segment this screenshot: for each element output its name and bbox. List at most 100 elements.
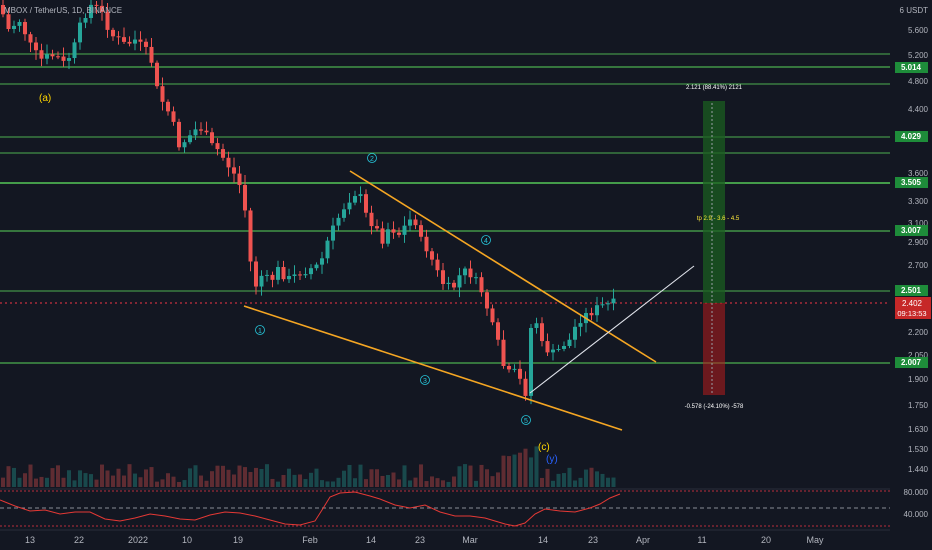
volume-bar [292,474,297,487]
volume-bar [518,452,522,487]
price-tick: 2.700 [908,261,929,270]
candle-body [193,129,198,136]
stop-zone [703,303,725,395]
wave-y-label: (y) [546,454,558,465]
wave-4-marker: 4 [481,235,491,245]
time-label: 14 [366,535,376,545]
candle-body [303,274,308,276]
tp-label: tp 2.9 - 3.6 - 4.5 [697,216,740,222]
volume-bar [160,479,165,487]
volume-bar [149,467,154,487]
volume-bar [105,470,110,487]
volume-bar [523,448,528,487]
time-axis[interactable]: 13 22 2022 10 19 Feb 14 23 Mar 14 23 Apr… [0,529,890,545]
candle-body [259,275,264,287]
candle-body [105,11,110,30]
svg-text:4.029: 4.029 [901,132,922,141]
volume-bar [254,467,258,487]
price-tick: 5.200 [908,51,929,60]
candle-body [270,274,275,280]
volume-bar [386,474,390,487]
price-tick: 3.100 [908,219,929,228]
candle-body [408,219,412,226]
volume-bar [237,465,242,487]
candle-body [611,298,616,304]
volume-series [1,446,616,487]
volume-bar [611,477,616,487]
volume-bar [248,472,253,487]
candle-body [358,194,363,197]
volume-bar [485,469,489,487]
volume-bar [45,477,49,487]
candle-body [34,42,38,51]
volume-bar [111,475,115,487]
upper-wedge-trendline[interactable] [349,170,657,363]
candle-body [100,5,104,12]
candle-body [452,282,456,288]
volume-bar [479,464,484,487]
target-label: 2.121 (88.41%) 2121 [686,85,743,91]
volume-bar [23,473,27,487]
candle-body [468,268,473,278]
volume-bar [298,474,302,487]
volume-bar [468,465,473,487]
candle-body [276,267,280,280]
candle-body [534,323,539,328]
candle-body [127,41,132,44]
price-tick: 2.900 [908,238,929,247]
volume-bar [336,477,341,487]
time-label: 2022 [128,535,148,545]
volume-bar [17,477,22,487]
time-label: 19 [233,535,243,545]
candle-body [490,308,495,323]
candle-body [320,258,324,265]
volume-bar [204,480,209,487]
candle-body [413,219,418,226]
volume-bar [303,479,308,487]
candle-body [94,4,99,6]
volume-bar [28,464,33,487]
trendlines[interactable] [243,170,695,431]
svg-text:2.007: 2.007 [901,358,922,367]
wave-5-marker: 5 [521,415,531,425]
volume-bar [314,468,319,487]
candle-body [309,268,313,275]
candle-body [380,228,385,244]
volume-bar [281,474,286,487]
volume-bar [452,476,456,487]
candle-body [155,62,159,87]
long-position-tool[interactable] [703,101,725,395]
volume-bar [397,479,401,487]
volume-bar [320,480,324,487]
volume-bar [534,446,539,487]
volume-bar [342,470,346,487]
candle-body [111,29,115,37]
candle-body [204,130,209,133]
svg-text:5: 5 [524,418,528,425]
price-tick: 2.050 [908,351,929,360]
candle-body [160,86,165,102]
candle-body [171,111,176,122]
candle-body [402,225,407,235]
candle-body [331,225,335,241]
candle-body [45,54,49,59]
candle-body [441,270,445,284]
symbol-title[interactable]: MBOX / TetherUS, 1D, BINANCE [4,6,122,15]
candle-body [210,132,214,144]
support-trendline[interactable] [529,265,695,394]
candle-body [595,305,599,316]
volume-bar [573,480,577,487]
candle-body [347,202,352,210]
price-axis[interactable]: USDT 6 5.600 5.200 4.800 4.400 3.600 3.3… [891,0,932,550]
candle-body [83,17,88,23]
volume-bar [562,473,566,487]
volume-bar [435,478,440,487]
candle-body [485,292,489,309]
lower-wedge-trendline[interactable] [243,305,623,431]
level-tag-4029 [895,131,928,142]
svg-text:5.014: 5.014 [901,63,922,72]
volume-bar [507,456,511,487]
rsi-line [0,491,621,527]
level-tag-3505 [895,177,928,188]
